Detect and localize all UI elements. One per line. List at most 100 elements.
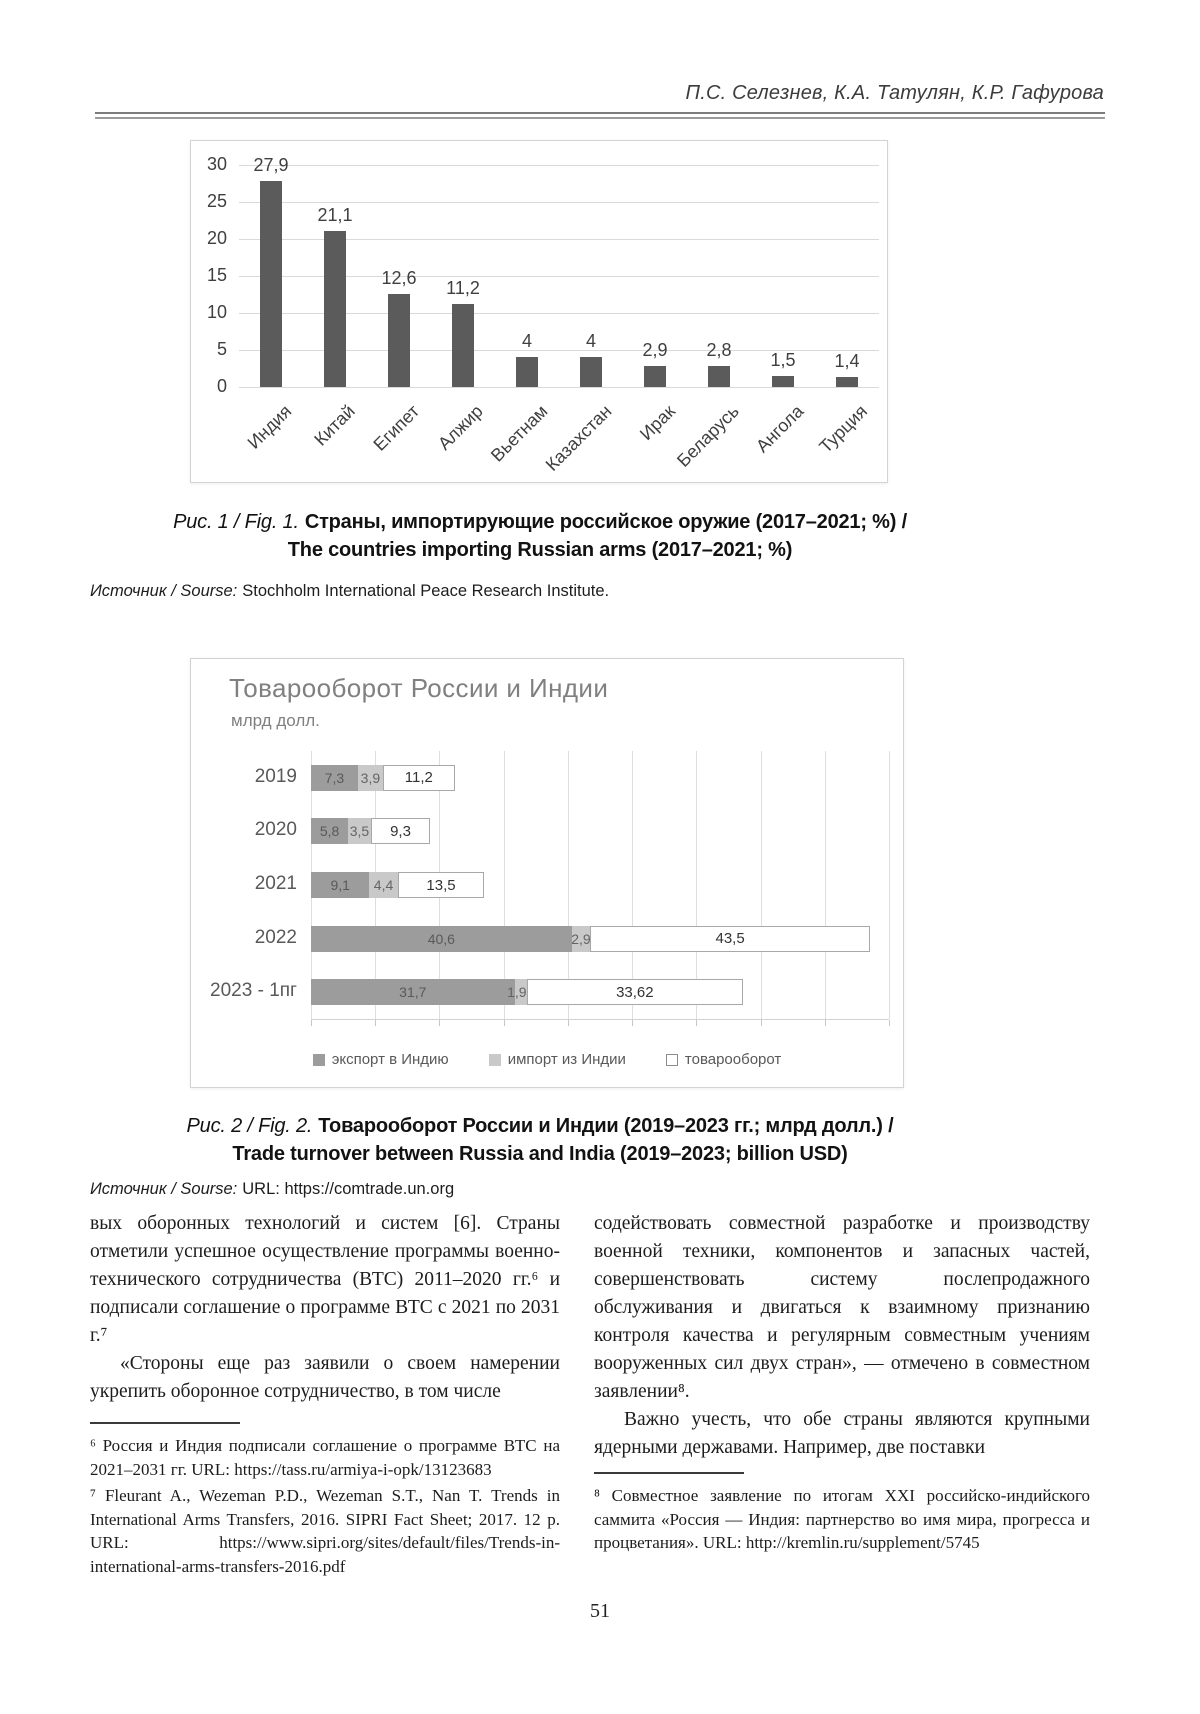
x-category-label: Ангола <box>751 401 808 457</box>
axis-tick <box>375 1020 377 1026</box>
footnotes-right: ⁸ Совместное заявление по итогам XXI рос… <box>594 1472 1090 1558</box>
bar-segment: 4,4 <box>369 872 398 898</box>
figure2-caption: Рис. 2 / Fig. 2. Товарооборот России и Ин… <box>0 1112 1080 1168</box>
row-label: 2020 <box>254 819 297 841</box>
axis-tick <box>503 1020 505 1026</box>
gridline <box>824 751 826 1019</box>
y-tick-label: 0 <box>216 376 227 396</box>
bar-segment: 43,5 <box>590 925 870 952</box>
axis-tick <box>632 1020 634 1026</box>
gridline <box>239 313 879 314</box>
y-tick-label: 10 <box>206 302 227 322</box>
bar <box>324 230 346 387</box>
y-tick-label: 5 <box>216 339 227 359</box>
bar-segment: 3,9 <box>357 764 383 791</box>
footnote-6: ⁶ Россия и Индия подписали соглашение о … <box>90 1436 560 1479</box>
header-double-rule <box>95 112 1105 119</box>
figure1-caption: Рис. 1 / Fig. 1. Страны, импортирующие ро… <box>0 508 1080 564</box>
segment-label: 31,7 <box>399 984 427 1001</box>
x-category-label: Турция <box>815 401 872 457</box>
legend-label: импорт из Индии <box>507 1051 626 1068</box>
gridline <box>239 276 879 277</box>
x-category-label: Индия <box>243 401 296 453</box>
bar <box>388 293 410 387</box>
fig1-plot: 0 5 10 15 20 25 30 27,9 Индия 21,1 Китай 12,6 Египет… <box>207 154 879 475</box>
figure1-source: Источник / Sourse: Stochholm Internationa… <box>90 582 609 601</box>
legend-label: экспорт в Индию <box>331 1051 449 1068</box>
axis-tick <box>760 1020 762 1026</box>
y-tick-label: 20 <box>206 228 227 248</box>
bar-segment: 2,9 <box>571 925 591 952</box>
bar-segment: 9,3 <box>370 818 431 845</box>
figure2-source-label: Источник / Sourse: <box>90 1180 238 1198</box>
segment-label: 43,5 <box>715 930 745 948</box>
bar-value-label: 4 <box>585 331 597 352</box>
x-category-label: Вьетнам <box>486 401 552 466</box>
segment-label: 9,1 <box>330 877 350 893</box>
bar-value-label: 1,5 <box>770 349 796 370</box>
fig2-plot: 2019 7,3 3,9 11,2 2020 5,8 3,5 9,3 2021 9,1 4,4 13,… <box>210 751 890 1026</box>
segment-label: 11,2 <box>404 769 433 787</box>
gridline <box>239 387 879 388</box>
legend-label: товарооборот <box>684 1051 782 1068</box>
gridline <box>239 202 879 203</box>
axis-tick <box>311 1020 312 1026</box>
bar <box>644 365 666 387</box>
gridline <box>696 751 698 1019</box>
figure2-source-text: URL: https://comtrade.un.org <box>242 1180 455 1198</box>
x-category-label: Китай <box>310 401 360 450</box>
y-tick-label: 30 <box>206 154 227 174</box>
segment-label: 33,62 <box>616 983 654 1001</box>
footnote-separator <box>594 1472 744 1474</box>
bar-value-label: 2,9 <box>642 339 668 360</box>
footnote-separator <box>90 1422 240 1424</box>
axis-tick <box>889 1020 890 1026</box>
bar-value-label: 27,9 <box>253 154 289 175</box>
y-tick-label: 25 <box>206 191 227 211</box>
figure1-chart: 0 5 10 15 20 25 30 27,9 Индия 21,1 Китай 12,6 Египет… <box>190 140 888 483</box>
bar <box>452 304 474 387</box>
body-paragraph: содействовать совместной разработке и пр… <box>594 1213 1090 1402</box>
figure2-chart: Товарооборот России и Индии млрд долл. 2… <box>190 658 904 1088</box>
page-header-authors: П.С. Селезнев, К.А. Татулян, К.Р. Гафуро… <box>685 82 1104 104</box>
body-paragraph: вых оборонных технологий и систем [6]. С… <box>90 1213 560 1346</box>
gridline <box>503 751 505 1019</box>
figure2-source: Источник / Sourse: URL: https://comtrade.… <box>90 1180 454 1199</box>
y-tick-label: 15 <box>206 265 227 285</box>
figure1-source-label: Источник / Sourse: <box>90 582 238 600</box>
x-category-label: Алжир <box>434 401 488 454</box>
segment-label: 4,4 <box>373 877 394 893</box>
bar-segment: 7,3 <box>311 764 358 791</box>
segment-label: 3,9 <box>360 769 381 786</box>
footnote-8: ⁸ Совместное заявление по итогам XXI рос… <box>594 1486 1090 1552</box>
bar-segment: 11,2 <box>382 764 455 791</box>
figure1-caption-en: The countries importing Russian arms (20… <box>287 539 793 561</box>
footnote-7: ⁷ Fleurant A., Wezeman P.D., Wezeman S.T… <box>90 1486 560 1576</box>
axis-tick <box>696 1020 698 1026</box>
body-paragraph: Важно учесть, что обе страны являются кр… <box>594 1409 1090 1458</box>
bar-value-label: 2,8 <box>706 340 732 361</box>
row-label: 2021 <box>254 873 297 894</box>
x-category-label: Беларусь <box>673 401 744 471</box>
figure2-caption-ru: Товарооборот России и Индии (2019–2023 г… <box>318 1115 894 1137</box>
figure2-caption-prefix: Рис. 2 / Fig. 2. <box>186 1115 313 1137</box>
bar-segment: 5,8 <box>311 818 349 845</box>
gridline <box>239 350 879 351</box>
fig2-chart-subtitle: млрд долл. <box>231 711 320 730</box>
bar <box>260 180 282 387</box>
footnotes-left: ⁶ Россия и Индия подписали соглашение о … <box>90 1422 560 1581</box>
figure1-caption-prefix: Рис. 1 / Fig. 1. <box>173 511 299 533</box>
bar-value-label: 1,4 <box>834 350 860 371</box>
bar <box>580 357 602 387</box>
gridline <box>239 239 879 240</box>
x-category-label: Ирак <box>636 401 680 445</box>
gridline <box>760 751 762 1019</box>
segment-label: 13,5 <box>426 876 456 894</box>
bar-segment: 40,6 <box>311 925 572 952</box>
bar-value-label: 21,1 <box>317 204 353 225</box>
legend-item: экспорт в Индию <box>312 1051 449 1068</box>
bar <box>772 375 794 387</box>
legend-swatch <box>665 1053 678 1066</box>
figure1-caption-ru: Страны, импортирующие российское оружие … <box>304 511 907 533</box>
